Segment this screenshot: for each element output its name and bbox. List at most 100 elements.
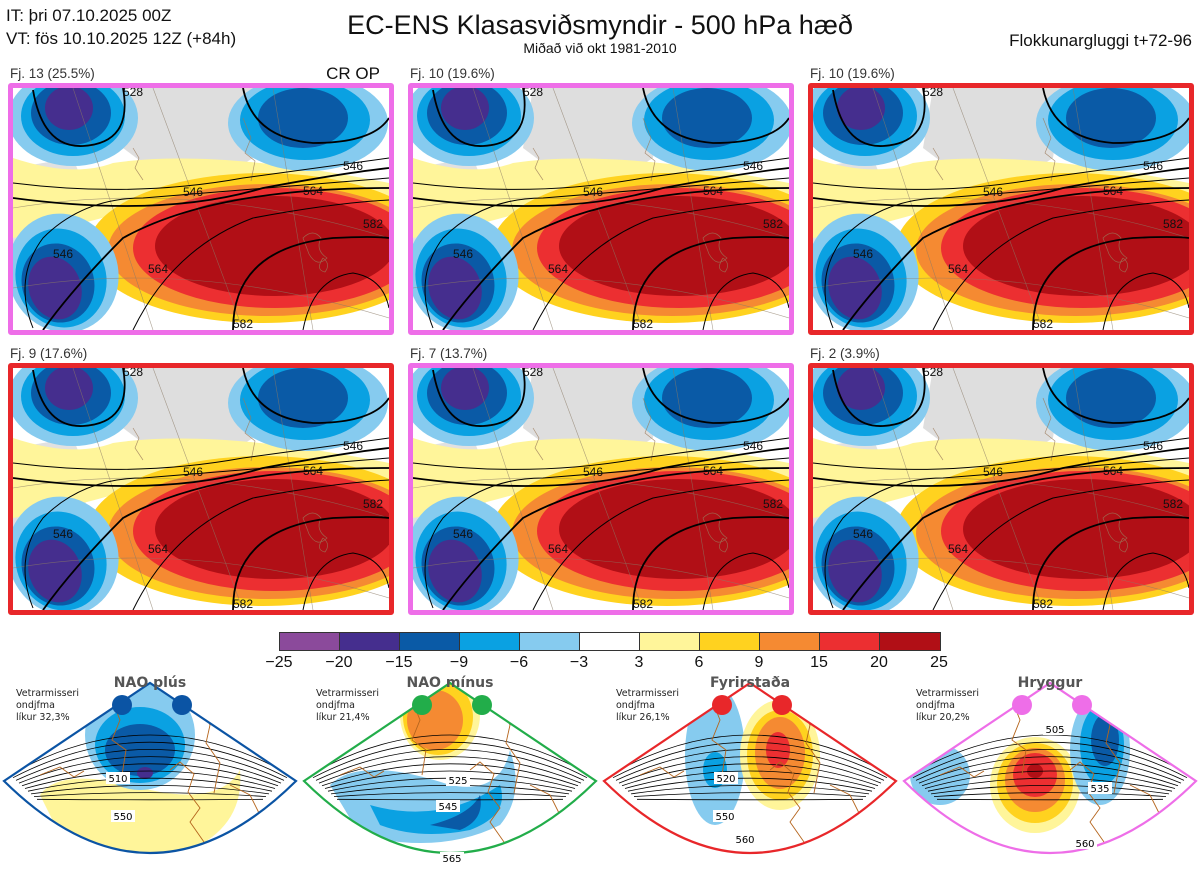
regime-reference: 525 545 565 NAO mínus Vetrarmisseri ondjfma lí… — [300, 675, 600, 871]
contour-label: 546 — [343, 439, 363, 453]
contour-label: 546 — [1143, 159, 1163, 173]
contour-label-background — [440, 852, 464, 864]
contour-label: 546 — [53, 527, 73, 541]
contour-label: 564 — [303, 464, 323, 478]
contour-label-background — [714, 772, 738, 784]
run-info: IT: þri 07.10.2025 00Z VT: fös 10.10.202… — [6, 4, 236, 50]
contour-label: 525 — [448, 776, 467, 787]
colorbar-swatches — [279, 632, 941, 651]
contour-label: 564 — [948, 262, 968, 276]
cluster-label: Fj. 10 (19.6%) — [410, 66, 495, 81]
contour-label: 582 — [633, 317, 653, 330]
contour-label: 528 — [523, 368, 543, 379]
geopotential-anomaly-map: 528 546 546 564 564 582 582 546 — [413, 368, 789, 610]
contour-label: 520 — [716, 774, 735, 785]
contour-label: 546 — [853, 247, 873, 261]
regime-map: 525 545 565 — [302, 681, 598, 865]
contour-label: 535 — [1090, 784, 1109, 795]
valid-time: VT: fös 10.10.2025 12Z (+84h) — [6, 29, 237, 48]
clustering-window: Flokkunargluggi t+72-96 — [1009, 31, 1192, 50]
regime-info-line: ondjfma — [916, 700, 955, 711]
contour-label: 582 — [363, 217, 383, 231]
contour-label: 582 — [1033, 597, 1053, 610]
contour-label: 528 — [123, 88, 143, 99]
contour-label: 546 — [343, 159, 363, 173]
contour-label: 582 — [233, 597, 253, 610]
colorbar-tick-label: −9 — [449, 654, 469, 671]
colorbar-tick-label: −20 — [325, 654, 353, 671]
contour-label: 546 — [53, 247, 73, 261]
cluster-map: 528 546 546 564 564 582 582 546 — [408, 363, 794, 615]
regime-info-line: líkur 26,1% — [616, 712, 670, 723]
colorbar-tick-label: 15 — [810, 654, 828, 671]
cluster-label: Fj. 7 (13.7%) — [410, 346, 488, 361]
contour-label: 564 — [148, 542, 168, 556]
cluster-panel: Fj. 2 (3.9%) — [808, 346, 1194, 616]
colorbar-tick-label: 3 — [634, 654, 644, 671]
geopotential-anomaly-map: 528 546 546 564 564 582 582 546 — [413, 88, 789, 330]
regime-title: Hryggur — [1017, 675, 1083, 691]
cluster-label: Fj. 2 (3.9%) — [810, 346, 880, 361]
contour-label: 564 — [948, 542, 968, 556]
contour-label: 564 — [303, 184, 323, 198]
contour-label: 528 — [923, 88, 943, 99]
contour-label: 564 — [703, 184, 723, 198]
contour-label: 546 — [983, 185, 1003, 199]
colorbar-tick-label: −15 — [385, 654, 413, 671]
cluster-panel: Fj. 10 (19.6%) — [808, 66, 1194, 336]
regime-info: Vetrarmisseri ondjfma líkur 32,3% — [16, 688, 79, 724]
contour-label: 582 — [763, 217, 783, 231]
cluster-label: Fj. 10 (19.6%) — [810, 66, 895, 81]
cluster-map: 528 546 546 564 564 582 582 546 — [8, 83, 394, 335]
cluster-map: 528 546 546 564 564 582 582 546 — [408, 83, 794, 335]
regime-info-line: Vetrarmisseri — [316, 688, 379, 699]
contour-label: 582 — [633, 597, 653, 610]
regime-map: 510 550 — [2, 681, 298, 855]
colorbar: −25 −20 −15 −9 −6 −3 3 6 9 15 20 25 — [265, 632, 948, 674]
regime-title: Fyrirstaða — [709, 675, 791, 691]
contour-label: 546 — [743, 439, 763, 453]
cluster-panel: Fj. 9 (17.6%) — [8, 346, 394, 616]
regime-map: 520 550 560 — [602, 681, 898, 855]
colorbar-swatch — [340, 633, 400, 650]
contour-label: 528 — [523, 88, 543, 99]
page-title: EC-ENS Klasasviðsmyndir - 500 hPa hæð — [347, 10, 853, 40]
regime-reference: 520 550 560 Fyrirstaða Vetrarmisseri ondjfma l… — [600, 675, 900, 871]
cluster-map: 528 546 546 564 564 582 582 546 — [8, 363, 394, 615]
colorbar-tick-label: −3 — [569, 654, 589, 671]
contour-label: 564 — [1103, 464, 1123, 478]
contour-label: 582 — [763, 497, 783, 511]
init-time: IT: þri 07.10.2025 00Z — [6, 6, 172, 25]
contour-label: 546 — [583, 185, 603, 199]
contour-label: 546 — [183, 465, 203, 479]
contour-label: 505 — [1045, 725, 1064, 736]
colorbar-tick-label: 6 — [694, 654, 704, 671]
contour-label: 564 — [148, 262, 168, 276]
control-operational-tag: CR OP — [326, 64, 380, 83]
colorbar-ticks: −25 −20 −15 −9 −6 −3 3 6 9 15 20 25 — [265, 654, 947, 674]
contour-label: 550 — [715, 812, 734, 823]
contour-label-background — [446, 774, 470, 786]
colorbar-tick-label: 9 — [754, 654, 764, 671]
contour-label: 546 — [453, 527, 473, 541]
geopotential-anomaly-map: 528 546 546 564 564 582 582 546 — [813, 368, 1189, 610]
contour-label-background — [111, 810, 135, 822]
regime-title: NAO plús — [113, 675, 187, 691]
contour-label-background — [1088, 782, 1112, 794]
regime-info: Vetrarmisseri ondjfma líkur 20,2% — [916, 688, 979, 724]
colorbar-swatch — [880, 633, 940, 650]
contour-label: 546 — [583, 465, 603, 479]
contour-label: 582 — [1163, 497, 1183, 511]
regime-info-line: ondjfma — [616, 700, 655, 711]
colorbar-tick-label: 25 — [930, 654, 948, 671]
contour-label: 546 — [743, 159, 763, 173]
contour-label: 560 — [1075, 839, 1094, 850]
regime-info: Vetrarmisseri ondjfma líkur 21,4% — [316, 688, 379, 724]
regime-info-line: Vetrarmisseri — [616, 688, 679, 699]
geopotential-anomaly-map: 528 546 546 564 564 582 582 546 — [813, 88, 1189, 330]
contour-label: 582 — [233, 317, 253, 330]
colorbar-tick-label: −6 — [509, 654, 529, 671]
regime-reference: 510 550 NAO plús Vetrarmisseri ondjfma líkur … — [0, 675, 300, 871]
colorbar-swatch — [580, 633, 640, 650]
colorbar-swatch — [700, 633, 760, 650]
